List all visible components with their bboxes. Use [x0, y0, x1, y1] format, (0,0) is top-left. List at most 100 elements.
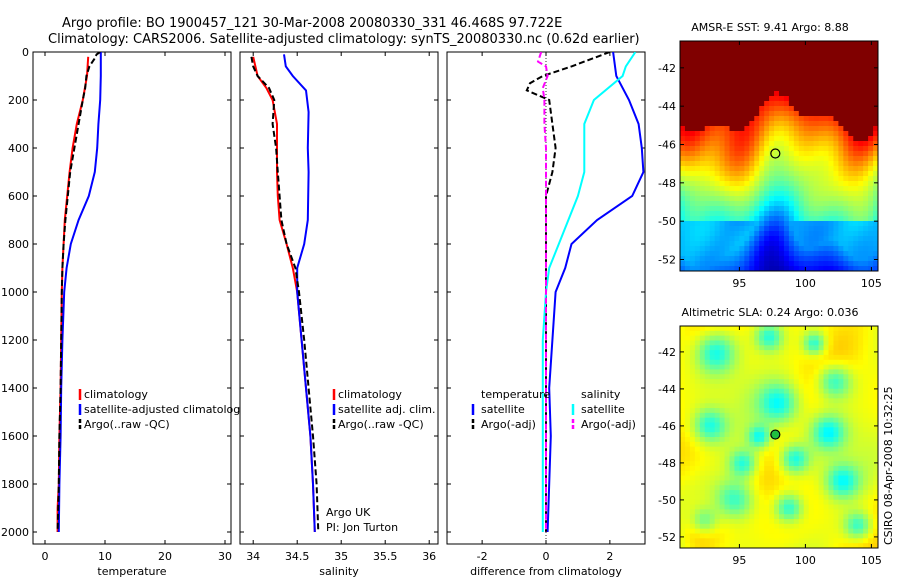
field-cell [764, 519, 770, 525]
field-cell [774, 196, 780, 202]
field-cell [769, 345, 775, 351]
field-cell [759, 519, 765, 525]
field-cell [828, 422, 835, 428]
field-cell [843, 51, 849, 57]
field-cell [798, 494, 805, 501]
field-cell [838, 111, 844, 117]
field-cell [709, 533, 716, 539]
field-cell [828, 369, 835, 375]
field-cell [853, 196, 859, 202]
field-cell [798, 533, 805, 539]
field-cell [833, 340, 839, 346]
field-cell [744, 161, 750, 167]
field-cell [764, 398, 770, 404]
field-cell [744, 66, 750, 72]
field-cell [744, 116, 750, 122]
field-cell [788, 417, 795, 424]
field-cell [788, 51, 795, 57]
field-cell [734, 61, 740, 67]
field-cell [734, 345, 740, 351]
field-cell [873, 446, 878, 453]
field-cell [838, 221, 844, 227]
field-cell [843, 176, 849, 182]
field-cell [863, 171, 869, 177]
field-cell [813, 504, 820, 510]
field-cell [719, 141, 726, 147]
field-cell [754, 499, 760, 506]
field-cell [704, 141, 711, 147]
x-tick-label: 35 [334, 550, 348, 563]
field-cell [858, 403, 864, 409]
series-group [525, 52, 645, 533]
field-cell [684, 186, 691, 192]
field-cell [783, 131, 790, 137]
field-cell [724, 335, 731, 342]
field-cell [868, 231, 874, 237]
field-cell [873, 256, 878, 262]
field-cell [843, 141, 849, 147]
field-cell [764, 456, 770, 462]
field-cell [714, 181, 721, 187]
series-line-cyan [541, 52, 637, 532]
field-cell [774, 533, 780, 539]
field-cell [774, 136, 780, 142]
field-cell [823, 196, 830, 202]
field-cell [808, 246, 815, 252]
field-cell [739, 451, 745, 457]
field-cell [818, 398, 825, 404]
field-cell [863, 446, 869, 453]
field-cell [813, 86, 820, 92]
field-cell [749, 241, 755, 247]
field-cell [793, 519, 800, 525]
field-cell [709, 246, 716, 252]
field-cell [729, 156, 736, 162]
field-cell [729, 480, 736, 486]
field-cell [798, 91, 805, 97]
field-cell [803, 46, 810, 52]
field-cell [739, 345, 745, 351]
field-cell [873, 241, 878, 247]
field-cell [818, 231, 825, 237]
field-cell [729, 379, 736, 385]
field-cell [808, 261, 815, 267]
field-cell [699, 121, 706, 127]
field-cell [843, 383, 849, 390]
field-cell [868, 335, 874, 342]
field-cell [714, 451, 721, 457]
field-cell [734, 485, 740, 491]
field-cell [779, 201, 785, 207]
field-cell [739, 417, 745, 424]
field-cell [798, 46, 805, 52]
field-cell [838, 330, 844, 337]
field-cell [694, 86, 701, 92]
field-cell [793, 432, 800, 438]
field-cell [828, 345, 835, 351]
field-cell [779, 403, 785, 409]
field-cell [833, 166, 839, 172]
field-cell [684, 121, 691, 127]
field-cell [823, 523, 830, 530]
field-cell [684, 61, 691, 67]
field-cell [719, 330, 726, 337]
field-cell [699, 412, 706, 419]
field-cell [828, 146, 835, 152]
field-cell [744, 456, 750, 462]
field-cell [734, 146, 740, 152]
field-cell [858, 186, 864, 192]
field-cell [803, 241, 810, 247]
field-cell [868, 216, 874, 222]
field-cell [823, 206, 830, 212]
field-cell [798, 181, 805, 187]
field-cell [764, 335, 770, 342]
field-cell [739, 101, 745, 107]
field-cell [699, 359, 706, 366]
field-cell [798, 256, 805, 262]
field-cell [719, 101, 726, 107]
field-cell [793, 181, 800, 187]
field-cell [739, 494, 745, 501]
field-cell [694, 76, 701, 82]
field-cell [848, 359, 854, 366]
field-cell [729, 201, 736, 207]
field-cell [843, 523, 849, 530]
field-cell [719, 56, 726, 62]
